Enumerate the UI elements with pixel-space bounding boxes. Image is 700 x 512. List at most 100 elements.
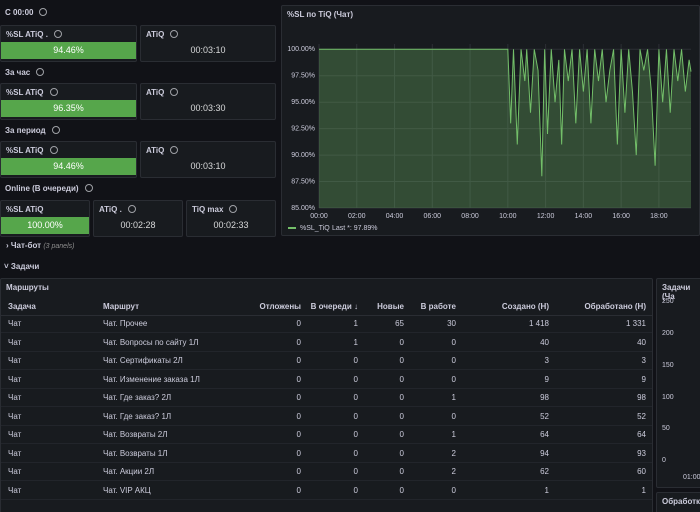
table-cell: 0 bbox=[353, 485, 358, 495]
x-tick-label: 16:00 bbox=[612, 213, 630, 220]
stat-value: 00:03:10 bbox=[190, 45, 226, 55]
info-icon[interactable] bbox=[51, 126, 60, 134]
table-cell: Чат bbox=[8, 393, 22, 402]
table-cell: Чат bbox=[8, 448, 22, 458]
table-cell: Чат. Возвраты 1Л bbox=[103, 448, 168, 458]
table-cell: 0 bbox=[399, 356, 404, 365]
table-cell: 0 bbox=[399, 448, 404, 458]
x-tick-label: 01:00 bbox=[683, 474, 700, 481]
table-cell: 0 bbox=[296, 356, 301, 365]
stat-panel: ATiQ . 00:02:28 bbox=[93, 200, 183, 237]
column-header: Новые bbox=[377, 302, 404, 311]
x-tick-label: 14:00 bbox=[575, 213, 593, 220]
stat-value: 00:03:10 bbox=[190, 161, 226, 171]
header-divider bbox=[1, 315, 652, 316]
table-cell: Чат. Акции 2Л bbox=[103, 467, 155, 476]
y-tick-label: 90.00% bbox=[291, 152, 315, 159]
x-tick-label: 02:00 bbox=[348, 213, 366, 220]
legend-label: %SL_TiQ bbox=[300, 225, 330, 232]
row-divider bbox=[1, 443, 652, 444]
y-tick-label: 250 bbox=[662, 298, 674, 305]
info-icon[interactable] bbox=[229, 205, 238, 213]
bottom-panel-title: Обработка bbox=[662, 497, 700, 506]
stat-panel: %SL ATiQ . 94.46% bbox=[0, 25, 137, 62]
x-tick-label: 00:00 bbox=[310, 213, 328, 220]
column-header: В очереди ↓ bbox=[310, 302, 358, 311]
y-tick-label: 92.50% bbox=[291, 125, 315, 132]
table-cell: 52 bbox=[637, 411, 646, 421]
table-cell: 0 bbox=[296, 485, 301, 495]
table-cell: Чат bbox=[8, 467, 22, 476]
stat-title: %SL ATiQ bbox=[6, 88, 58, 97]
table-cell: Чат. VIP АКЦ bbox=[103, 485, 151, 495]
y-tick-label: 100 bbox=[662, 394, 674, 401]
table-cell: 94 bbox=[540, 448, 549, 458]
side-panel-title: Задачи (Ча bbox=[662, 283, 691, 301]
table-cell: 0 bbox=[296, 411, 301, 421]
row-divider bbox=[1, 480, 652, 481]
table-cell: 98 bbox=[637, 393, 646, 402]
column-header: Отложены bbox=[259, 302, 301, 311]
table-cell: 64 bbox=[540, 430, 549, 439]
x-tick-label: 12:00 bbox=[537, 213, 555, 220]
stat-value: 94.46% bbox=[1, 158, 136, 175]
table-cell: 1 bbox=[544, 485, 549, 495]
table-cell: 0 bbox=[353, 374, 358, 384]
table-cell: 40 bbox=[540, 337, 549, 347]
section-title: Online (В очереди) bbox=[5, 184, 93, 193]
row-divider bbox=[1, 424, 652, 426]
y-tick-label: 100.00% bbox=[287, 46, 315, 53]
column-header: Маршрут bbox=[103, 302, 140, 311]
info-icon[interactable] bbox=[170, 146, 179, 154]
table-cell: 0 bbox=[451, 337, 456, 347]
row-divider bbox=[1, 406, 652, 407]
stat-title: ATiQ . bbox=[99, 205, 136, 214]
stat-title: ATiQ bbox=[146, 30, 179, 39]
row-divider bbox=[1, 350, 652, 352]
column-header: Задача bbox=[8, 302, 36, 311]
x-tick-label: 06:00 bbox=[424, 213, 442, 220]
stat-title: %SL ATiQ . bbox=[6, 30, 62, 39]
table-cell: 0 bbox=[353, 430, 358, 439]
legend-value: Last *: 97.89% bbox=[332, 225, 378, 232]
chart-panel: %SL по TiQ (Чат) 100.00% 97.50% 95.00% 92.5… bbox=[281, 5, 700, 236]
line bbox=[319, 48, 692, 177]
info-icon[interactable] bbox=[170, 30, 179, 38]
table-cell: 0 bbox=[399, 411, 404, 421]
table-cell: 2 bbox=[451, 467, 456, 476]
table-cell: 1 bbox=[353, 337, 358, 347]
row-header[interactable]: › Чат-бот (3 panels) bbox=[6, 241, 75, 250]
table-cell: 0 bbox=[399, 337, 404, 347]
table-cell: Чат bbox=[8, 356, 22, 365]
table-cell: Чат. Возвраты 2Л bbox=[103, 430, 168, 439]
row-header[interactable]: ˅ Задачи bbox=[4, 262, 40, 271]
table-cell: 0 bbox=[353, 393, 358, 402]
info-icon[interactable] bbox=[36, 68, 45, 76]
stat-panel: %SL ATiQ 94.46% bbox=[0, 141, 137, 178]
table-cell: 0 bbox=[296, 319, 301, 328]
info-icon[interactable] bbox=[49, 88, 58, 96]
info-icon[interactable] bbox=[53, 30, 62, 38]
info-icon[interactable] bbox=[127, 205, 136, 213]
table-cell: Чат bbox=[8, 430, 22, 439]
row-divider bbox=[1, 369, 652, 370]
info-icon[interactable] bbox=[49, 146, 58, 154]
table-cell: Чат. Вопросы по сайту 1Л bbox=[103, 337, 199, 347]
table-cell: 64 bbox=[637, 430, 646, 439]
table-cell: 2 bbox=[451, 448, 456, 458]
table-cell: 0 bbox=[353, 467, 358, 476]
bottom-panel: Обработка bbox=[656, 492, 700, 512]
table-cell: 0 bbox=[296, 374, 301, 384]
info-icon[interactable] bbox=[84, 184, 93, 192]
table-cell: 9 bbox=[641, 374, 646, 384]
table-cell: 1 bbox=[451, 393, 456, 402]
info-icon[interactable] bbox=[39, 8, 48, 16]
row-divider bbox=[1, 387, 652, 389]
y-tick-label: 200 bbox=[662, 330, 674, 337]
table-cell: 0 bbox=[451, 411, 456, 421]
table-cell: 0 bbox=[399, 467, 404, 476]
y-tick-label: 87.50% bbox=[291, 178, 315, 185]
table-cell: 0 bbox=[296, 393, 301, 402]
info-icon[interactable] bbox=[170, 88, 179, 96]
table-cell: 0 bbox=[399, 485, 404, 495]
